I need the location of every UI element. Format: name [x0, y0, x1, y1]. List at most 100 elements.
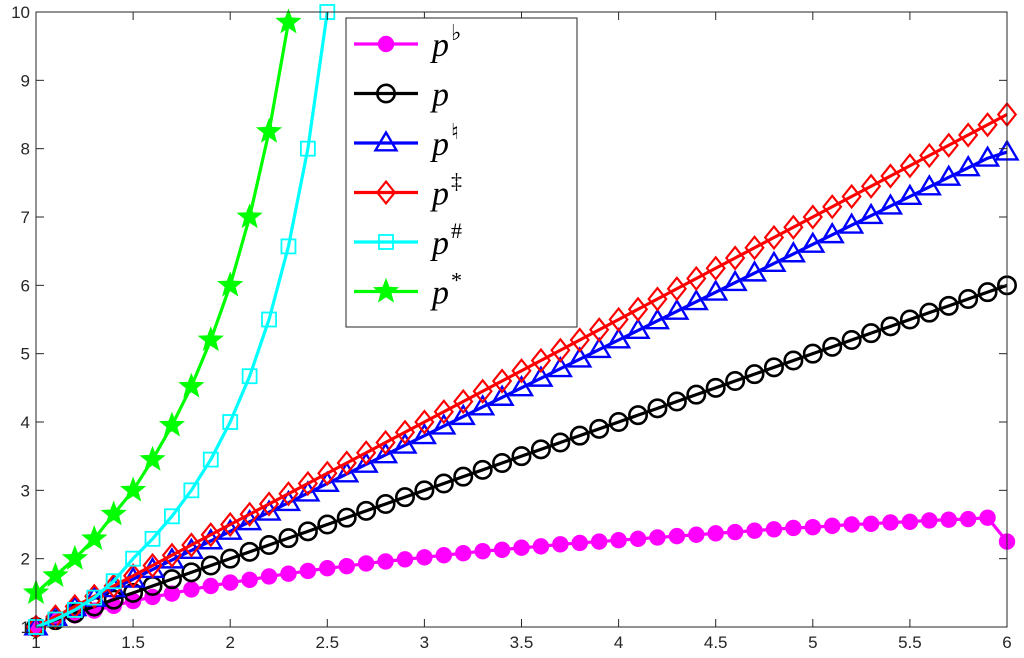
- legend-label-superscript: *: [451, 268, 462, 293]
- data-point: [372, 277, 400, 303]
- data-point: [336, 450, 357, 476]
- data-point: [161, 542, 183, 568]
- data-point: [741, 260, 768, 282]
- data-point: [644, 307, 671, 330]
- data-point: [314, 470, 340, 493]
- data-point: [860, 173, 882, 199]
- legend-label-superscript: ‡: [451, 169, 462, 194]
- data-point: [571, 534, 588, 552]
- data-point: [181, 562, 202, 583]
- legend-label-superscript: ♮: [451, 119, 459, 144]
- data-point: [375, 179, 397, 206]
- y-tick-label: 7: [21, 208, 30, 227]
- data-point: [450, 403, 476, 426]
- data-point: [627, 296, 649, 322]
- y-tick-label: 8: [21, 140, 30, 159]
- legend-item: p: [354, 77, 449, 114]
- legend-label: p: [430, 27, 449, 64]
- data-point: [297, 470, 319, 497]
- data-point: [236, 203, 263, 229]
- x-tick-label: 5: [808, 633, 817, 652]
- data-point: [686, 265, 707, 292]
- legend-label: p: [430, 176, 449, 213]
- data-point: [899, 153, 921, 179]
- data-point: [259, 535, 280, 555]
- data-point: [683, 288, 709, 311]
- data-point: [197, 326, 224, 352]
- data-point: [260, 568, 278, 585]
- data-point: [569, 425, 590, 446]
- data-point: [275, 489, 302, 512]
- data-point: [722, 269, 748, 292]
- data-point: [862, 515, 880, 533]
- data-point: [472, 378, 493, 404]
- data-point: [144, 530, 161, 547]
- series-line: [35, 11, 329, 629]
- data-point: [297, 521, 318, 542]
- data-point: [882, 514, 899, 531]
- data-point: [319, 560, 336, 577]
- data-point: [528, 365, 554, 387]
- legend-label: p: [430, 77, 449, 114]
- data-point: [278, 481, 299, 507]
- data-point: [744, 364, 765, 385]
- data-point: [164, 508, 180, 525]
- data-point: [375, 494, 396, 514]
- y-tick-label: 6: [21, 276, 30, 295]
- data-point: [783, 214, 804, 240]
- data-point: [940, 511, 957, 528]
- y-tick-label: 5: [21, 345, 30, 364]
- data-point: [280, 238, 297, 255]
- data-point: [858, 202, 884, 225]
- data-point: [202, 577, 219, 595]
- data-point: [355, 440, 377, 466]
- y-tick-label: 4: [21, 413, 30, 432]
- data-point: [841, 183, 862, 210]
- data-point: [280, 565, 297, 582]
- data-point: [780, 241, 806, 263]
- legend-item: p ♮: [354, 119, 459, 163]
- data-point: [200, 522, 221, 548]
- data-point: [511, 358, 532, 384]
- data-point: [686, 384, 707, 405]
- data-point: [802, 204, 823, 230]
- y-tick-label: 9: [21, 71, 30, 90]
- data-point: [552, 536, 569, 553]
- data-point: [431, 413, 457, 435]
- data-point: [396, 551, 414, 568]
- data-point: [200, 555, 221, 576]
- data-point: [489, 384, 515, 406]
- axes: 1 1.5 2 2.5 3 3.5 4 4.5 5 5.5 6 1 2 3 4 5 6 7 8 9 10: [11, 3, 1012, 652]
- data-point: [122, 563, 144, 589]
- legend-item: p *: [354, 268, 462, 312]
- data-point: [125, 550, 141, 567]
- data-point: [66, 602, 83, 618]
- plot-area: [22, 4, 1020, 640]
- data-point: [707, 525, 724, 542]
- data-point: [202, 451, 219, 468]
- data-point: [123, 582, 144, 603]
- data-point: [375, 429, 396, 456]
- x-tick-label: 6: [1002, 633, 1011, 652]
- data-point: [765, 521, 783, 538]
- data-point: [513, 539, 530, 556]
- data-point: [647, 398, 668, 419]
- data-point: [411, 422, 437, 445]
- data-point: [222, 574, 239, 591]
- data-point: [647, 286, 668, 312]
- data-point: [724, 245, 746, 271]
- data-point: [455, 545, 472, 562]
- data-point: [974, 145, 1001, 167]
- data-point: [492, 453, 513, 473]
- data-point: [899, 309, 920, 330]
- x-tick-label: 5.5: [898, 633, 922, 652]
- data-point: [649, 529, 666, 546]
- data-point: [938, 132, 959, 158]
- data-point: [938, 295, 959, 316]
- data-point: [550, 432, 571, 453]
- data-point: [336, 507, 357, 528]
- data-point: [47, 611, 64, 628]
- data-point: [353, 451, 379, 473]
- data-point: [508, 374, 535, 397]
- data-point: [474, 542, 491, 560]
